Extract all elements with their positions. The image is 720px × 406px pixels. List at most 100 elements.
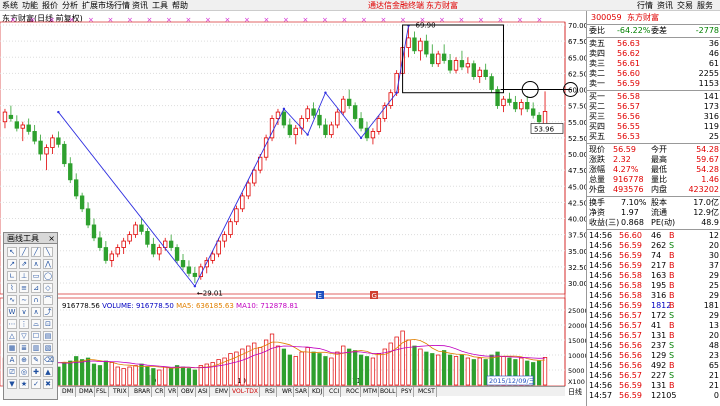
draw-tool-icon[interactable]: ⋮ <box>19 319 29 329</box>
indicator-tab-trix[interactable]: TRIX <box>113 387 129 397</box>
draw-tool-icon[interactable]: ⋯ <box>7 319 17 329</box>
draw-tool-icon[interactable]: ☐ <box>31 331 41 341</box>
draw-tool-icon[interactable]: W <box>7 307 17 317</box>
tick-row: 14:56 56.59 74 B 30 <box>587 251 720 261</box>
menu-function[interactable]: 功能 <box>22 1 38 10</box>
menu-tools[interactable]: 工具 <box>152 1 168 10</box>
draw-tool-icon[interactable]: ╲ <box>43 247 53 257</box>
indicator-tab-cci[interactable]: CCI <box>329 387 342 397</box>
ask-price: 56.61 <box>617 59 640 68</box>
menu-right-service[interactable]: 服务 <box>697 1 713 10</box>
draw-tool-icon[interactable]: ◇ <box>43 283 53 293</box>
indicator-tab-obv[interactable]: OBV <box>181 387 196 397</box>
indicator-tab-vr[interactable]: VR <box>168 387 179 397</box>
bid-volume: 173 <box>703 102 719 111</box>
draw-tool-icon[interactable]: ∨ <box>19 307 29 317</box>
draw-tool-icon[interactable]: ⊡ <box>43 319 53 329</box>
stat-label: 净资 <box>589 208 605 217</box>
indicator-tab-rsi[interactable]: RSI <box>265 387 277 397</box>
draw-tool-icon[interactable]: ╱ <box>19 247 29 257</box>
draw-tool-icon[interactable]: ⌒ <box>43 295 53 305</box>
draw-tool-icon[interactable]: ↖ <box>7 247 17 257</box>
indicator-tab-asi[interactable]: ASI <box>198 387 210 397</box>
draw-tool-icon[interactable]: ▥ <box>31 343 41 353</box>
draw-tool-icon[interactable]: ╱ <box>31 247 41 257</box>
menu-info[interactable]: 资讯 <box>132 1 148 10</box>
candle-body <box>50 137 55 148</box>
draw-tool-icon[interactable]: ⊿ <box>31 283 41 293</box>
draw-tool-icon[interactable]: ▤ <box>43 331 53 341</box>
draw-tool-icon[interactable]: ★ <box>19 379 29 389</box>
draw-tool-icon[interactable]: ◯ <box>43 271 53 281</box>
panel-divider <box>587 37 720 38</box>
top-marker-icon: × <box>459 16 465 24</box>
menu-help[interactable]: 帮助 <box>172 1 188 10</box>
indicator-tab-cr[interactable]: CR <box>155 387 166 397</box>
candle-body <box>287 124 293 136</box>
menu-system[interactable]: 系统 <box>2 1 18 10</box>
menu-right-trade[interactable]: 交易 <box>677 1 693 10</box>
draw-tool-icon[interactable]: ∿ <box>7 295 17 305</box>
draw-tool-icon[interactable]: ✎ <box>31 355 41 365</box>
indicator-tab-mtm[interactable]: MTM <box>363 387 380 397</box>
indicator-tab-boll[interactable]: BOLL <box>380 387 398 397</box>
menu-right-info[interactable]: 资讯 <box>657 1 673 10</box>
indicator-tab-dmi[interactable]: DMI <box>62 387 76 397</box>
draw-tool-icon[interactable]: ⊕ <box>19 355 29 365</box>
weibi-value: -64.22% <box>617 26 651 35</box>
draw-tool-icon[interactable]: ∧ <box>31 307 41 317</box>
draw-tool-icon[interactable]: ⊥ <box>19 271 29 281</box>
indicator-tab-dma[interactable]: DMA <box>79 387 95 397</box>
draw-tool-icon[interactable]: ⌇ <box>7 283 17 293</box>
draw-tool-icon[interactable]: A <box>7 355 17 365</box>
indicator-tab-mcst[interactable]: MCST <box>418 387 437 397</box>
draw-tool-icon[interactable]: ✓ <box>31 379 41 389</box>
indicator-tab-kdj[interactable]: KDJ <box>312 387 325 397</box>
indicator-tab-fsl[interactable]: FSL <box>96 387 109 397</box>
draw-tool-icon[interactable]: ✖ <box>43 379 53 389</box>
indicator-tab-brar[interactable]: BRAR <box>134 387 153 397</box>
draw-tool-icon[interactable]: ⎚ <box>7 367 17 377</box>
draw-tool-icon[interactable]: ∟ <box>7 271 17 281</box>
draw-tool-icon[interactable]: △ <box>7 331 17 341</box>
menu-extended-market[interactable]: 扩展市场行情 <box>82 1 130 10</box>
candle-body <box>430 53 435 65</box>
draw-tool-icon[interactable]: ↗ <box>7 259 17 269</box>
draw-tool-icon[interactable]: ⌫ <box>43 355 54 365</box>
draw-tool-icon[interactable]: ◎ <box>19 367 29 377</box>
draw-tool-icon[interactable]: ⋀ <box>43 259 53 269</box>
indicator-tab-sar[interactable]: SAR <box>295 387 310 397</box>
kline-chart[interactable]: ××××××××××××××××××××××××××××91011 69.90←… <box>0 0 586 406</box>
draw-tool-icon[interactable]: ⇗ <box>19 259 29 269</box>
toolbox-title: 画线工具 <box>4 233 57 244</box>
indicator-tab-psy[interactable]: PSY <box>401 387 415 397</box>
indicator-tab-vol-tdx[interactable]: VOL-TDX <box>232 387 260 397</box>
indicator-tab-roc[interactable]: ROC <box>346 387 362 397</box>
drawing-toolbox[interactable]: 画线工具 × ↖ ╱ ╱ ╲ ↗ ⇗ ∧ ⋀ ∟ ⊥ ▭ ◯ ⌇ ≡ ⊿ ◇ ∿ ∼ ∩ ⌒ W ∨ ∧ ⤴ ⋯ ⋮ ⌓ ⊡ △ ▽ ☐ ▤ ▦… <box>3 232 58 400</box>
draw-tool-icon[interactable]: ✚ <box>31 367 41 377</box>
menu-right-quote[interactable]: 行情 <box>637 1 653 10</box>
menu-analysis[interactable]: 分析 <box>62 1 78 10</box>
draw-tool-icon[interactable]: ∼ <box>19 295 29 305</box>
indicator-tab-wr[interactable]: WR <box>282 387 295 397</box>
draw-tool-icon[interactable]: ▭ <box>31 271 41 281</box>
close-icon[interactable]: × <box>48 234 55 243</box>
stat-row: 涨跌 2.32 最高 59.67 <box>587 155 720 165</box>
draw-tool-icon[interactable]: ∧ <box>31 259 41 269</box>
draw-tool-icon[interactable]: ▲ <box>43 367 53 377</box>
draw-tool-icon[interactable]: ⌓ <box>31 319 41 329</box>
indicator-tab-emv[interactable]: EMV <box>215 387 231 397</box>
draw-tool-icon[interactable]: ∩ <box>31 295 41 305</box>
tick-time: 14:56 <box>589 291 613 300</box>
candle-body <box>74 179 79 197</box>
draw-tool-icon[interactable]: ▼ <box>7 379 17 389</box>
candle-body <box>180 260 186 268</box>
draw-tool-icon[interactable]: ▦ <box>7 343 17 353</box>
draw-tool-icon[interactable]: ≣ <box>19 343 29 353</box>
panel-divider <box>587 90 720 91</box>
draw-tool-icon[interactable]: ▽ <box>19 331 29 341</box>
draw-tool-icon[interactable]: ▧ <box>43 343 53 353</box>
draw-tool-icon[interactable]: ⤴ <box>43 307 53 317</box>
menu-quote[interactable]: 报价 <box>42 1 58 10</box>
draw-tool-icon[interactable]: ≡ <box>19 283 29 293</box>
